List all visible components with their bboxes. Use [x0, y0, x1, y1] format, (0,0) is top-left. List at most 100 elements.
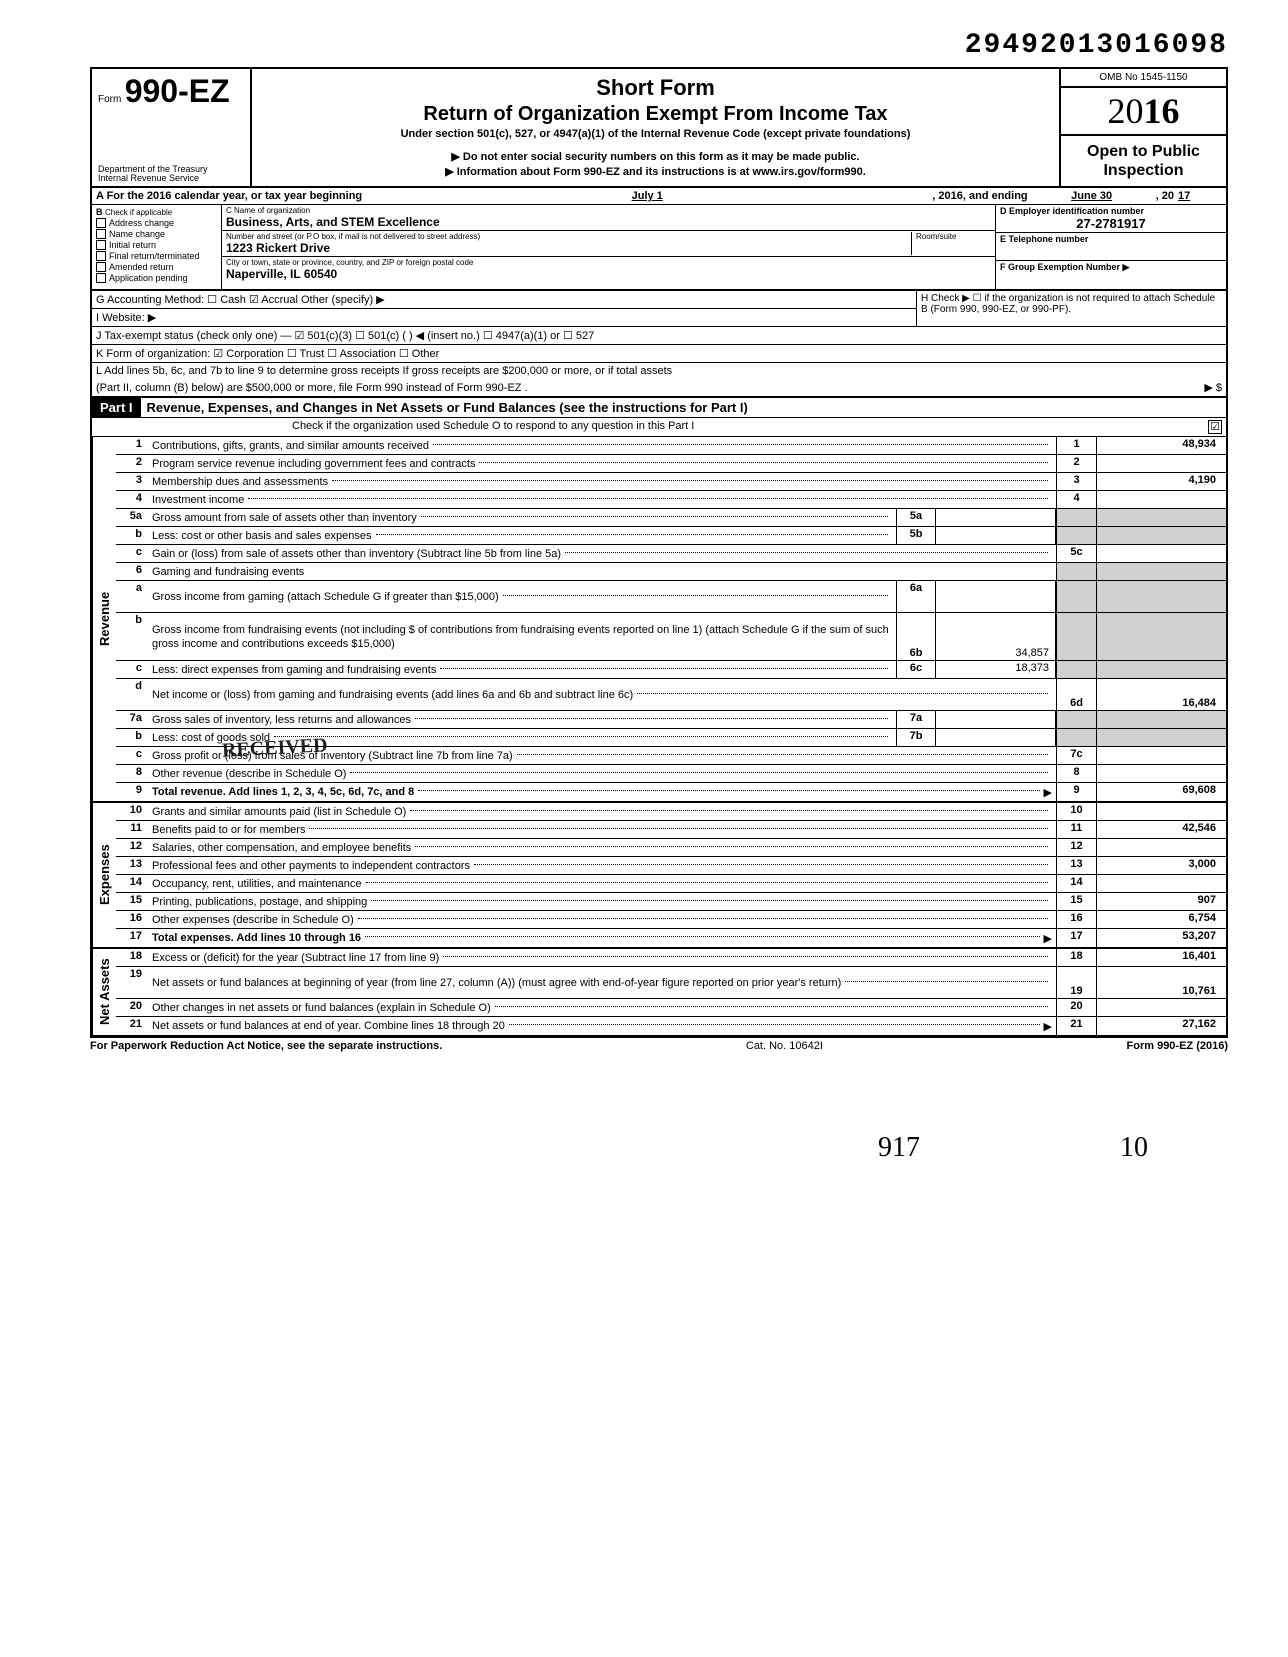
colB-label: B: [96, 207, 103, 217]
row-15: 15Printing, publications, postage, and s…: [116, 893, 1226, 911]
row-10: 10Grants and similar amounts paid (list …: [116, 803, 1226, 821]
rowA-mid: , 2016, and ending: [932, 190, 1027, 202]
rowA-mid2: , 20: [1156, 190, 1174, 202]
row-14: 14Occupancy, rent, utilities, and mainte…: [116, 875, 1226, 893]
omb-number: OMB No 1545-1150: [1061, 69, 1226, 88]
row-1: 1Contributions, gifts, grants, and simil…: [116, 437, 1226, 455]
line-j[interactable]: J Tax-exempt status (check only one) — ☑…: [90, 327, 1228, 345]
part1-sub-check[interactable]: ☑: [1208, 420, 1222, 434]
part1-tab: Part I: [92, 398, 141, 417]
row-4: 4Investment income4: [116, 491, 1226, 509]
chk-application-pending[interactable]: Application pending: [96, 273, 217, 283]
chk-initial-return[interactable]: Initial return: [96, 240, 217, 250]
org-name-label: C Name of organization: [226, 206, 991, 215]
chk-final-return-label: Final return/terminated: [109, 251, 200, 261]
line-l2: (Part II, column (B) below) are $500,000…: [90, 379, 1228, 398]
dept-irs: Internal Revenue Service: [98, 174, 244, 184]
expenses-label: Expenses: [92, 803, 116, 947]
addr-label: Number and street (or P.O box, if mail i…: [226, 232, 911, 241]
form-prefix: Form: [98, 94, 121, 105]
rowA-label: A For the 2016 calendar year, or tax yea…: [96, 190, 362, 202]
chk-amended-return[interactable]: Amended return: [96, 262, 217, 272]
title-return: Return of Organization Exempt From Incom…: [262, 103, 1049, 126]
line-i[interactable]: I Website: ▶: [92, 309, 916, 326]
chk-application-pending-label: Application pending: [109, 273, 188, 283]
chk-final-return[interactable]: Final return/terminated: [96, 251, 217, 261]
title-short-form: Short Form: [262, 75, 1049, 101]
footer-mid: Cat. No. 10642I: [746, 1040, 823, 1052]
form-header: Form 990-EZ Department of the Treasury I…: [90, 67, 1228, 188]
row-7b: bLess: cost of goods sold7b: [116, 729, 1226, 747]
line-h[interactable]: H Check ▶ ☐ if the organization is not r…: [916, 291, 1226, 326]
col-c: C Name of organization Business, Arts, a…: [222, 205, 996, 289]
colB-sub: Check if applicable: [105, 208, 172, 217]
row-12: 12Salaries, other compensation, and empl…: [116, 839, 1226, 857]
room-label: Room/suite: [916, 232, 991, 241]
row-6c: cLess: direct expenses from gaming and f…: [116, 661, 1226, 679]
note-info: ▶ Information about Form 990-EZ and its …: [262, 165, 1049, 178]
footer-right: Form 990-EZ (2016): [1127, 1040, 1228, 1052]
year-prefix: 20: [1108, 91, 1144, 131]
ein-value[interactable]: 27-2781917: [1000, 216, 1222, 231]
row-6: 6Gaming and fundraising events: [116, 563, 1226, 581]
org-address[interactable]: 1223 Rickert Drive: [226, 241, 911, 255]
expenses-section: Expenses 10Grants and similar amounts pa…: [90, 803, 1228, 949]
row-5b: bLess: cost or other basis and sales exp…: [116, 527, 1226, 545]
col-b: B Check if applicable Address change Nam…: [92, 205, 222, 289]
row-6a: aGross income from gaming (attach Schedu…: [116, 581, 1226, 613]
line-l1: L Add lines 5b, 6c, and 7b to line 9 to …: [90, 363, 1228, 379]
row-6d: dNet income or (loss) from gaming and fu…: [116, 679, 1226, 711]
ein-label: D Employer identification number: [1000, 206, 1222, 216]
chk-name-change[interactable]: Name change: [96, 229, 217, 239]
line-k[interactable]: K Form of organization: ☑ Corporation ☐ …: [90, 345, 1228, 363]
document-id: 29492013016098: [90, 30, 1228, 61]
row-7c: cGross profit or (loss) from sales of in…: [116, 747, 1226, 765]
chk-initial-return-label: Initial return: [109, 240, 156, 250]
rowA-endyr[interactable]: 17: [1178, 190, 1218, 202]
row-5c: cGain or (loss) from sale of assets othe…: [116, 545, 1226, 563]
revenue-label: Revenue: [92, 437, 116, 801]
year-bold: 16: [1144, 91, 1180, 131]
org-name[interactable]: Business, Arts, and STEM Excellence: [226, 215, 991, 229]
col-de: D Employer identification number 27-2781…: [996, 205, 1226, 289]
chk-address-change[interactable]: Address change: [96, 218, 217, 228]
line-g[interactable]: G Accounting Method: ☐ Cash ☑ Accrual Ot…: [92, 291, 916, 309]
handwritten-b: 10: [1120, 1132, 1148, 1164]
netassets-section: Net Assets 18Excess or (deficit) for the…: [90, 949, 1228, 1037]
row-5a: 5aGross amount from sale of assets other…: [116, 509, 1226, 527]
footer-left: For Paperwork Reduction Act Notice, see …: [90, 1040, 442, 1052]
row-16: 16Other expenses (describe in Schedule O…: [116, 911, 1226, 929]
part1-title: Revenue, Expenses, and Changes in Net As…: [141, 398, 1226, 417]
footer: For Paperwork Reduction Act Notice, see …: [90, 1037, 1228, 1052]
chk-name-change-label: Name change: [109, 229, 165, 239]
form-number: 990-EZ: [125, 73, 230, 109]
revenue-section: Revenue 1Contributions, gifts, grants, a…: [90, 437, 1228, 803]
rowA-begin[interactable]: July 1: [366, 190, 928, 202]
chk-address-change-label: Address change: [109, 218, 174, 228]
line-l-arrow: ▶ $: [1204, 381, 1222, 394]
city-label: City or town, state or province, country…: [226, 258, 991, 267]
handwritten-notes: 917 10: [90, 1132, 1228, 1164]
part1-header: Part I Revenue, Expenses, and Changes in…: [90, 398, 1228, 418]
netassets-label: Net Assets: [92, 949, 116, 1035]
org-city[interactable]: Naperville, IL 60540: [226, 267, 991, 281]
row-7a: 7aGross sales of inventory, less returns…: [116, 711, 1226, 729]
row-13: 13Professional fees and other payments t…: [116, 857, 1226, 875]
row-20: 20Other changes in net assets or fund ba…: [116, 999, 1226, 1017]
rowA-end[interactable]: June 30: [1032, 190, 1152, 202]
row-a-tax-year: A For the 2016 calendar year, or tax yea…: [90, 188, 1228, 205]
part1-sub: Check if the organization used Schedule …: [90, 418, 1228, 437]
row-3: 3Membership dues and assessments34,190: [116, 473, 1226, 491]
line-l2-text: (Part II, column (B) below) are $500,000…: [96, 382, 528, 394]
row-11: 11Benefits paid to or for members1142,54…: [116, 821, 1226, 839]
group-exemption-label: F Group Exemption Number ▶: [1000, 262, 1222, 273]
info-grid: B Check if applicable Address change Nam…: [90, 205, 1228, 291]
tax-year: 2016: [1061, 88, 1226, 136]
row-8: 8Other revenue (describe in Schedule O)8: [116, 765, 1226, 783]
part1-sub-text: Check if the organization used Schedule …: [292, 420, 694, 434]
row-6b: bGross income from fundraising events (n…: [116, 613, 1226, 661]
row-17: 17Total expenses. Add lines 10 through 1…: [116, 929, 1226, 947]
open-to-public: Open to Public Inspection: [1061, 136, 1226, 186]
row-21: 21Net assets or fund balances at end of …: [116, 1017, 1226, 1035]
handwritten-a: 917: [878, 1132, 920, 1164]
